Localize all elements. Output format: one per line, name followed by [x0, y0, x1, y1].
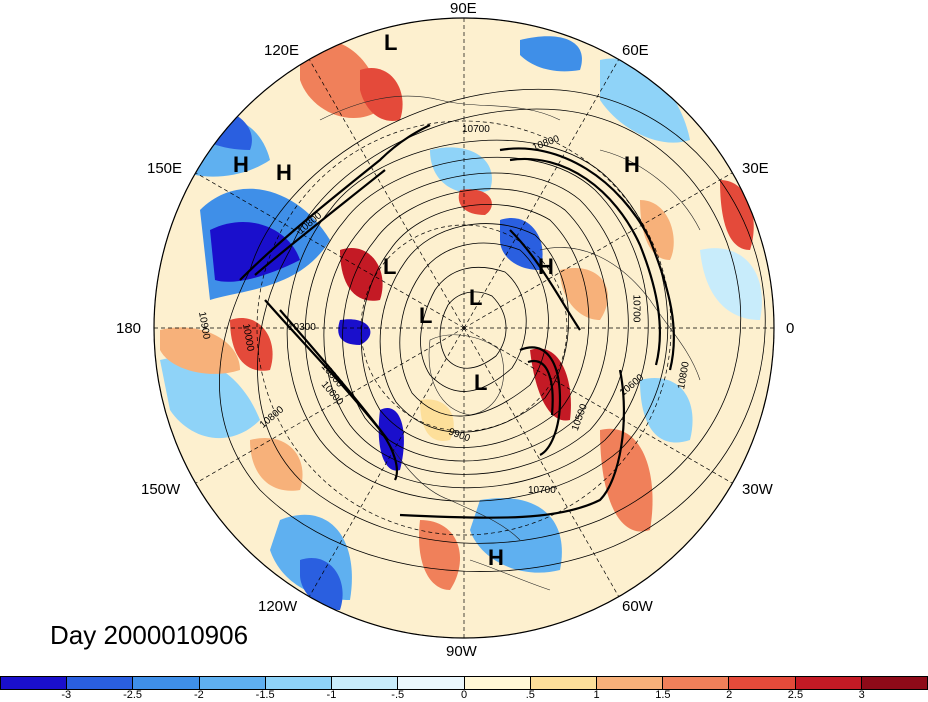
jet-contours — [239, 124, 676, 519]
colorbar — [0, 676, 928, 690]
meridian-label-0: 0 — [786, 320, 795, 337]
colorbar-tick-label: 2 — [726, 689, 733, 701]
colorbar-swatch — [596, 677, 664, 689]
meridian-label-30w: 30W — [742, 481, 773, 498]
high-pressure-marker: H — [233, 152, 249, 177]
high-pressure-marker: H — [538, 254, 554, 279]
colorbar-tick-label: 0 — [460, 689, 468, 701]
colorbar-tick-label: -1.5 — [255, 689, 275, 701]
low-pressure-marker: L — [384, 30, 398, 55]
meridian-label-120w: 120W — [258, 598, 298, 615]
high-pressure-marker: H — [276, 160, 292, 185]
colorbar-tick-label: 3 — [858, 689, 865, 701]
colorbar-swatch — [795, 677, 862, 689]
coastlines — [319, 95, 701, 591]
colorbar-swatch — [729, 677, 796, 689]
colorbar-swatch — [464, 677, 531, 689]
colorbar-swatch — [67, 677, 134, 689]
colorbar-tick-label: 1.5 — [655, 689, 671, 701]
colorbar-swatch — [530, 677, 597, 689]
contour-label: 10700 — [462, 124, 490, 135]
low-pressure-marker: L — [469, 285, 483, 310]
colorbar-tick-label: -.5 — [391, 689, 405, 701]
colorbar-swatch — [861, 677, 928, 689]
meridian-label-180: 180 — [116, 320, 142, 337]
contour-label: 10700 — [630, 294, 642, 323]
meridian-label-90w: 90W — [446, 643, 477, 660]
colorbar-tick-label: -1 — [326, 689, 337, 701]
contour-label: 10700 — [528, 485, 556, 496]
day-label: Day 2000010906 — [50, 620, 249, 650]
meridian-label-150w: 150W — [141, 481, 181, 498]
colorbar-tick-label: .5 — [525, 689, 535, 701]
high-pressure-marker: H — [488, 545, 504, 570]
colorbar-swatch — [265, 677, 333, 689]
low-pressure-marker: L — [383, 254, 397, 279]
meridian-label-60w: 60W — [622, 598, 653, 615]
meridian-label-90e: 90E — [450, 0, 477, 17]
colorbar-swatch — [1, 677, 68, 689]
meridian-label-120e: 120E — [264, 42, 300, 59]
colorbar-tick-label: -2.5 — [123, 689, 143, 701]
colorbar-swatch — [663, 677, 730, 689]
meridian-label-150e: 150E — [147, 160, 183, 177]
colorbar-swatch — [398, 677, 465, 689]
low-pressure-marker: L — [419, 303, 433, 328]
colorbar-tick-label: -3 — [61, 689, 72, 701]
high-pressure-marker: H — [624, 152, 640, 177]
colorbar-swatch — [332, 677, 399, 689]
contour-label: 10300 — [288, 322, 316, 333]
colorbar-tick-label: 2.5 — [787, 689, 804, 701]
meridian-label-60e: 60E — [622, 42, 649, 59]
colorbar-swatch — [133, 677, 200, 689]
graticule — [154, 18, 774, 638]
colorbar-swatch — [199, 677, 266, 689]
outer-ring — [153, 17, 775, 639]
colorbar-tick-label: 1 — [593, 689, 600, 701]
meridian-label-30e: 30E — [742, 160, 769, 177]
low-pressure-marker: L — [474, 370, 488, 395]
colorbar-tick-label: -2 — [193, 689, 204, 701]
